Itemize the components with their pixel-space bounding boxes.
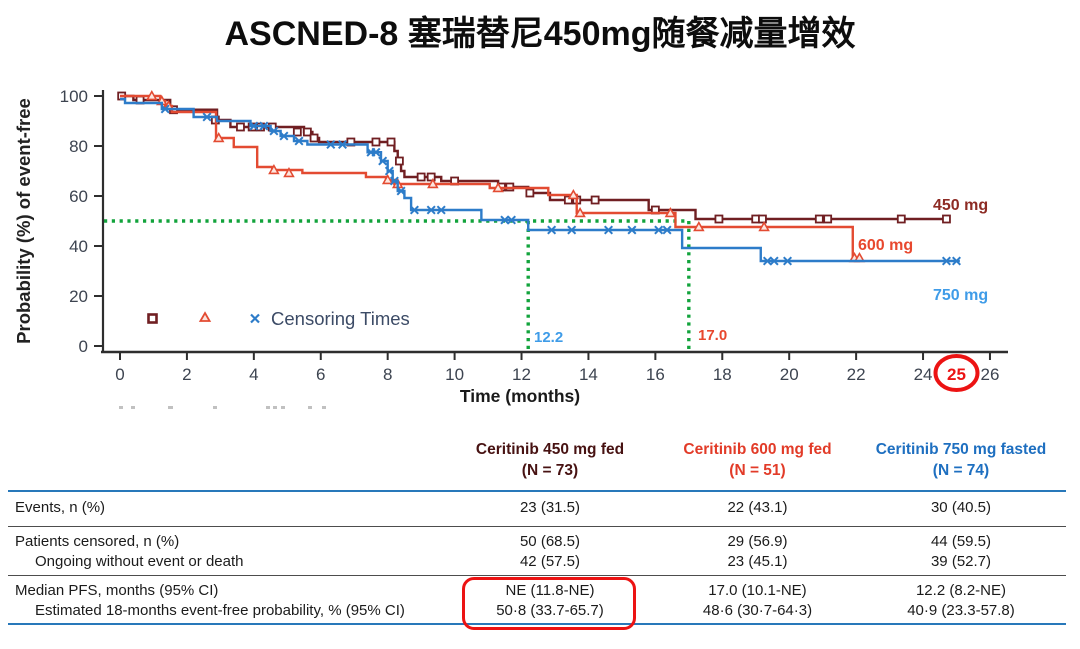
median-annotation-750: 12.2	[534, 329, 563, 346]
row-value: 23 (45.1)	[727, 552, 788, 570]
censor-marks-750mg	[160, 104, 962, 266]
row-value: NE (11.8-NE)	[505, 581, 595, 599]
table-row: Median PFS, months (95% CI) NE (11.8-NE) 1…	[8, 580, 1066, 600]
column-header-n: (N = 74)	[932, 462, 990, 479]
x-tick-label: 8	[383, 365, 392, 384]
x-tick-label: 18	[713, 365, 732, 384]
row-value: 42 (57.5)	[519, 552, 581, 570]
x-tick-label: 20	[780, 365, 799, 384]
x-tick-label: 14	[579, 365, 598, 384]
table-column-header-3: Ceritinib 750 mg fasted (N = 74)	[860, 437, 1062, 487]
x-axis-label: Time (months)	[460, 386, 580, 406]
row-label: Estimated 18-months event-free probabili…	[35, 601, 405, 619]
x-censor-icon	[250, 313, 260, 324]
row-value: 12.2 (8.2-NE)	[915, 581, 1007, 599]
row-label: Ongoing without event or death	[35, 552, 244, 570]
row-value: 23 (31.5)	[519, 499, 581, 516]
header-rule-blue	[8, 490, 1066, 492]
column-header-n: (N = 51)	[729, 462, 786, 479]
y-tick-label: 80	[69, 137, 88, 156]
table-column-header-2: Ceritinib 600 mg fed (N = 51)	[655, 437, 860, 487]
row-label: Median PFS, months (95% CI)	[15, 581, 219, 599]
censoring-times-legend: Censoring Times	[147, 308, 410, 329]
y-axis-label: Probability (%) of event-free	[13, 98, 34, 344]
table-column-header-1: Ceritinib 450 mg fed (N = 73)	[445, 437, 655, 487]
table-row: Patients censored, n (%) 50 (68.5) 29 (56.…	[8, 531, 1066, 551]
y-tick-label: 40	[69, 237, 88, 256]
censor-marks-600mg	[146, 89, 866, 263]
table-row: Estimated 18-months event-free probabili…	[8, 600, 1066, 620]
curve-label-450mg: 450 mg	[933, 197, 988, 214]
x-tick-label: 24	[914, 365, 933, 384]
km-curves: 450 mg 600 mg 750 mg	[117, 89, 988, 304]
x-tick-label: 10	[445, 365, 464, 384]
square-censor-icon	[147, 313, 158, 324]
row-value: 22 (43.1)	[727, 499, 788, 516]
triangle-censor-icon	[198, 311, 212, 322]
x-tick-label: 16	[646, 365, 665, 384]
legend-label: Censoring Times	[271, 308, 410, 329]
y-tick-label: 20	[69, 287, 88, 306]
column-header-label: Ceritinib 600 mg fed	[683, 441, 832, 458]
red-circle-icon	[933, 354, 980, 392]
row-value: 50·8 (33.7-65.7)	[496, 601, 604, 619]
x-tick-label: 0	[115, 365, 124, 384]
risk-table-remnant-marks	[119, 406, 326, 409]
row-value: 44 (59.5)	[930, 532, 992, 550]
column-header-label: Ceritinib 750 mg fasted	[875, 441, 1047, 458]
row-value: 40·9 (23.3-57.8)	[907, 601, 1015, 619]
km-curve-750mg	[120, 97, 960, 263]
svg-text:25: 25	[947, 365, 966, 384]
row-value: 48·6 (30·7-64·3)	[702, 601, 813, 619]
median-annotation-600: 17.0	[698, 327, 727, 344]
table-row: Events, n (%) 23 (31.5) 22 (43.1) 30 (40.5)	[8, 495, 1066, 522]
row-value: 39 (52.7)	[930, 552, 992, 570]
results-table: Ceritinib 450 mg fed (N = 73) Ceritinib 60…	[8, 437, 1066, 628]
reference-lines	[104, 219, 691, 352]
bottom-rule-blue	[8, 623, 1066, 625]
page-title: ASCNED-8 塞瑞替尼450mg随餐减量增效	[224, 15, 856, 53]
column-header-label: Ceritinib 450 mg fed	[475, 441, 625, 458]
km-curve-450mg	[120, 94, 947, 221]
row-value: 29 (56.9)	[727, 532, 788, 550]
x-tick-label: 12	[512, 365, 531, 384]
row-value: 50 (68.5)	[519, 532, 581, 550]
row-value: 17.0 (10.1-NE)	[708, 581, 807, 599]
x-tick-label: 4	[249, 365, 258, 384]
y-tick-label: 100	[60, 87, 88, 106]
curve-label-600mg: 600 mg	[858, 237, 913, 254]
row-label: Events, n (%)	[15, 499, 106, 516]
table-row: Ongoing without event or death 42 (57.5) 2…	[8, 551, 1066, 571]
table-header-row: Ceritinib 450 mg fed (N = 73) Ceritinib 60…	[8, 437, 1066, 487]
row-value: 30 (40.5)	[930, 499, 992, 516]
x-tick-label: 26	[980, 365, 999, 384]
x-tick-label: 6	[316, 365, 325, 384]
row-label: Patients censored, n (%)	[15, 532, 180, 550]
curve-label-750mg: 750 mg	[933, 287, 988, 304]
y-tick-label: 60	[69, 187, 88, 206]
section-rule-gray	[8, 575, 1066, 576]
censor-marks-450mg	[117, 91, 951, 224]
x-tick-label: 22	[847, 365, 866, 384]
x-tick-label: 2	[182, 365, 191, 384]
y-tick-label: 0	[79, 337, 88, 356]
column-header-n: (N = 73)	[521, 462, 579, 479]
circled-25-annotation: 25	[933, 354, 980, 392]
section-rule-gray	[8, 526, 1066, 527]
